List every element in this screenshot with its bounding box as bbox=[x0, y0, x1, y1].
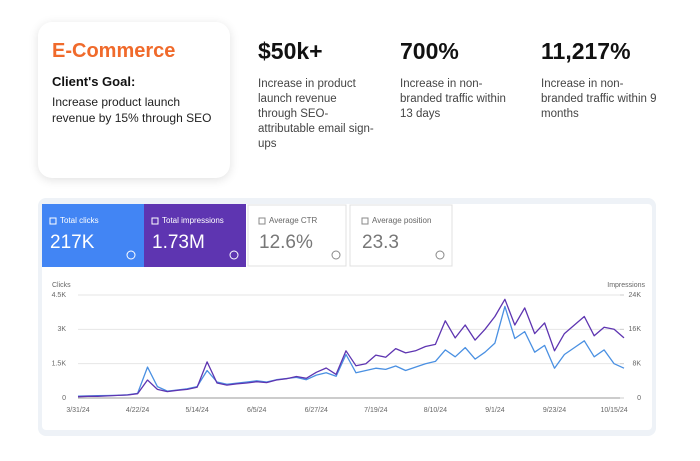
tile-label: Total clicks bbox=[60, 216, 99, 225]
checkbox[interactable] bbox=[258, 217, 266, 225]
x-tick-label: 6/5/24 bbox=[247, 407, 267, 414]
stat-value: 11,217% bbox=[541, 38, 631, 64]
stat: $50k+ Increase in product launch revenue … bbox=[258, 38, 378, 152]
x-tick-label: 3/31/24 bbox=[66, 407, 89, 414]
card-title: E-Commerce bbox=[52, 40, 176, 62]
x-tick-label: 10/15/24 bbox=[600, 407, 627, 414]
y2-axis-title: Impressions bbox=[607, 282, 645, 289]
x-tick-label: 6/27/24 bbox=[305, 407, 328, 414]
checkbox[interactable] bbox=[49, 217, 57, 225]
goal-text: Increase product launch revenue by 15% t… bbox=[52, 95, 212, 125]
tile-value: 217K bbox=[50, 232, 95, 253]
x-tick-label: 9/23/24 bbox=[543, 407, 566, 414]
help-icon[interactable] bbox=[331, 250, 341, 260]
tile-label: Average CTR bbox=[269, 216, 318, 225]
series-line bbox=[77, 298, 625, 398]
tile-value: 1.73M bbox=[152, 232, 205, 253]
help-icon[interactable] bbox=[435, 250, 445, 260]
help-icon[interactable] bbox=[229, 250, 239, 260]
tile-label: Total impressions bbox=[162, 216, 224, 225]
tile[interactable] bbox=[247, 204, 347, 267]
tile-value: 12.6% bbox=[259, 232, 313, 253]
y2-tick-label: 0 bbox=[637, 395, 641, 402]
tile-value: 23.3 bbox=[362, 232, 399, 253]
x-tick-label: 4/22/24 bbox=[126, 407, 149, 414]
x-tick-label: 7/19/24 bbox=[364, 407, 387, 414]
checkbox[interactable] bbox=[361, 217, 369, 225]
checkbox[interactable] bbox=[151, 217, 159, 225]
stat: 700% Increase in non-branded traffic with… bbox=[400, 38, 520, 122]
y2-tick-label: 8K bbox=[632, 361, 641, 368]
tile[interactable] bbox=[144, 204, 246, 267]
stat-desc: Increase in non-branded traffic within 1… bbox=[400, 78, 506, 120]
stat-value: $50k+ bbox=[258, 38, 323, 64]
y-axis-title: Clicks bbox=[52, 282, 71, 289]
x-tick-label: 9/1/24 bbox=[485, 407, 505, 414]
tile[interactable] bbox=[349, 204, 453, 267]
y-tick-label: 3K bbox=[57, 326, 66, 333]
y-tick-label: 0 bbox=[62, 395, 66, 402]
stat-desc: Increase in non-branded traffic within 9… bbox=[541, 78, 657, 120]
x-tick-label: 8/10/24 bbox=[424, 407, 447, 414]
y2-tick-label: 24K bbox=[629, 292, 642, 299]
client-card: E-Commerce Client's Goal: Increase produ… bbox=[38, 22, 230, 178]
tile-label: Average position bbox=[372, 216, 431, 225]
stat: 11,217% Increase in non-branded traffic w… bbox=[541, 38, 661, 122]
stat-value: 700% bbox=[400, 38, 459, 64]
y-tick-label: 1.5K bbox=[52, 361, 67, 368]
goal-label: Client's Goal: bbox=[52, 74, 136, 89]
stat-desc: Increase in product launch revenue throu… bbox=[258, 78, 374, 150]
x-tick-label: 5/14/24 bbox=[185, 407, 208, 414]
help-icon[interactable] bbox=[126, 250, 136, 260]
y-tick-label: 4.5K bbox=[52, 292, 67, 299]
y2-tick-label: 16K bbox=[629, 326, 642, 333]
